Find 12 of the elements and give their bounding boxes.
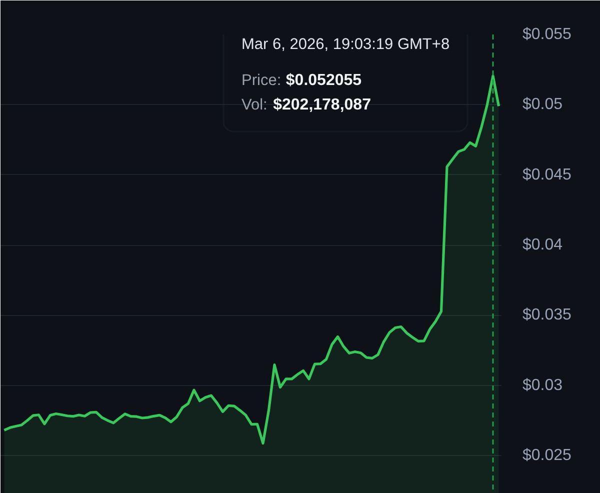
annotation: Price: <box>242 72 282 89</box>
y-tick-label: $0.025 <box>522 447 572 464</box>
y-tick-label: $0.035 <box>522 306 572 324</box>
y-tick-label: $0.03 <box>522 376 563 394</box>
annotation: $0.052055 <box>286 72 362 89</box>
annotation: Mar 6, 2026, 19:03:19 GMT+8 <box>242 36 450 53</box>
y-tick-label: $0.05 <box>522 96 563 114</box>
y-tick-label: $0.04 <box>522 236 563 254</box>
y-tick-label: $0.055 <box>522 26 572 43</box>
annotation: $202,178,087 <box>273 96 372 114</box>
y-tick-label: $0.045 <box>522 166 572 184</box>
annotation: Vol: <box>242 96 268 114</box>
